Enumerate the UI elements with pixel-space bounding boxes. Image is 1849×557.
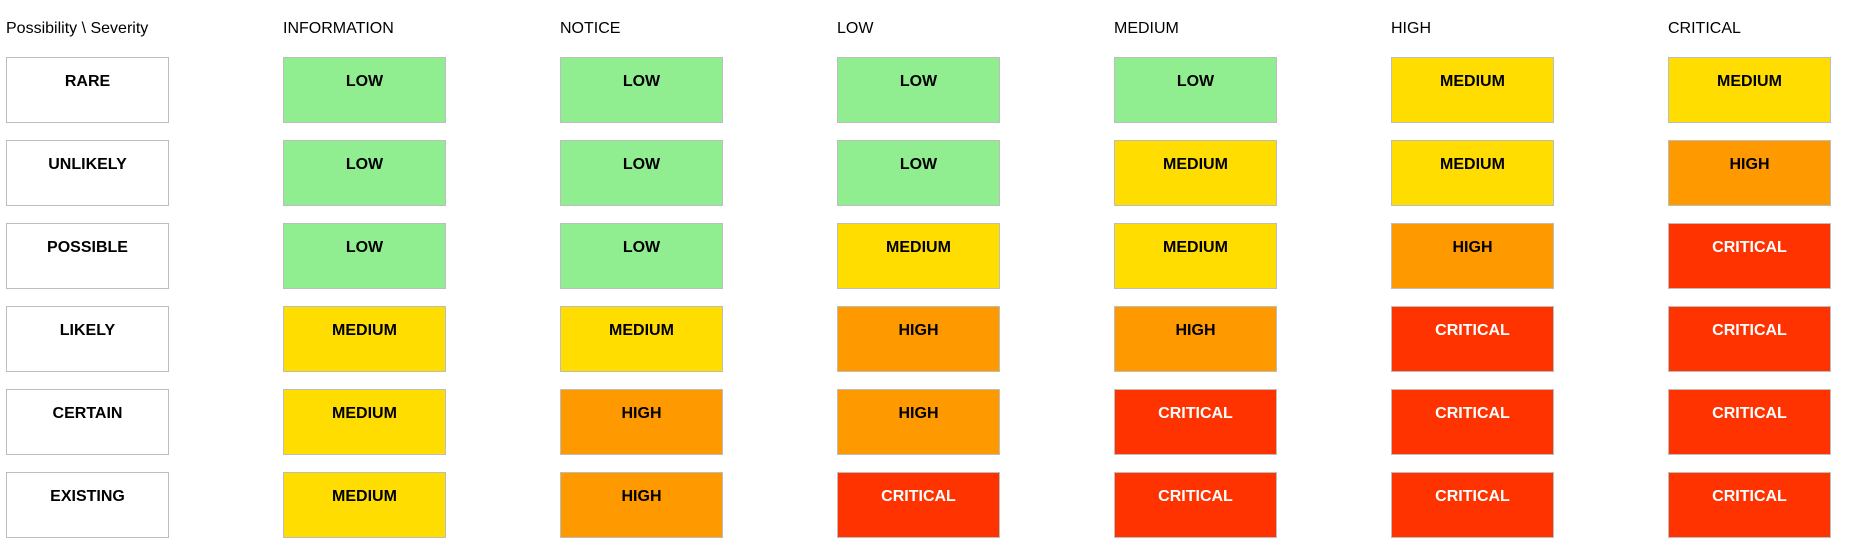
risk-cell-rare-critical: MEDIUM (1668, 57, 1831, 123)
risk-cell-likely-critical: CRITICAL (1668, 306, 1831, 372)
row-label-likely: LIKELY (6, 306, 169, 372)
column-header-high: HIGH (1391, 20, 1431, 37)
risk-cell-certain-high: CRITICAL (1391, 389, 1554, 455)
risk-cell-existing-notice: HIGH (560, 472, 723, 538)
column-header-information: INFORMATION (283, 20, 394, 37)
risk-cell-possible-notice: LOW (560, 223, 723, 289)
column-header-low: LOW (837, 20, 874, 37)
row-label-certain: CERTAIN (6, 389, 169, 455)
risk-cell-possible-medium: MEDIUM (1114, 223, 1277, 289)
risk-cell-unlikely-low: LOW (837, 140, 1000, 206)
risk-cell-certain-notice: HIGH (560, 389, 723, 455)
risk-cell-rare-low: LOW (837, 57, 1000, 123)
risk-cell-existing-critical: CRITICAL (1668, 472, 1831, 538)
corner-label: Possibility \ Severity (6, 20, 149, 37)
risk-cell-existing-low: CRITICAL (837, 472, 1000, 538)
risk-cell-possible-critical: CRITICAL (1668, 223, 1831, 289)
risk-cell-rare-information: LOW (283, 57, 446, 123)
risk-cell-certain-information: MEDIUM (283, 389, 446, 455)
risk-cell-likely-high: CRITICAL (1391, 306, 1554, 372)
risk-cell-unlikely-high: MEDIUM (1391, 140, 1554, 206)
risk-cell-certain-low: HIGH (837, 389, 1000, 455)
risk-cell-likely-low: HIGH (837, 306, 1000, 372)
row-label-possible: POSSIBLE (6, 223, 169, 289)
row-label-rare: RARE (6, 57, 169, 123)
risk-cell-unlikely-information: LOW (283, 140, 446, 206)
column-header-notice: NOTICE (560, 20, 621, 37)
risk-cell-certain-critical: CRITICAL (1668, 389, 1831, 455)
risk-cell-certain-medium: CRITICAL (1114, 389, 1277, 455)
row-label-unlikely: UNLIKELY (6, 140, 169, 206)
risk-cell-rare-high: MEDIUM (1391, 57, 1554, 123)
risk-cell-existing-information: MEDIUM (283, 472, 446, 538)
matrix-header-row: Possibility \ Severity INFORMATION NOTICE… (6, 20, 1846, 40)
risk-cell-possible-high: HIGH (1391, 223, 1554, 289)
risk-cell-likely-notice: MEDIUM (560, 306, 723, 372)
column-header-critical: CRITICAL (1668, 20, 1741, 37)
risk-cell-existing-high: CRITICAL (1391, 472, 1554, 538)
risk-cell-unlikely-notice: LOW (560, 140, 723, 206)
row-label-existing: EXISTING (6, 472, 169, 538)
risk-cell-rare-medium: LOW (1114, 57, 1277, 123)
risk-cell-rare-notice: LOW (560, 57, 723, 123)
risk-cell-possible-low: MEDIUM (837, 223, 1000, 289)
risk-cell-likely-medium: HIGH (1114, 306, 1277, 372)
risk-cell-unlikely-critical: HIGH (1668, 140, 1831, 206)
risk-cell-likely-information: MEDIUM (283, 306, 446, 372)
risk-cell-possible-information: LOW (283, 223, 446, 289)
risk-cell-unlikely-medium: MEDIUM (1114, 140, 1277, 206)
risk-cell-existing-medium: CRITICAL (1114, 472, 1277, 538)
column-header-medium: MEDIUM (1114, 20, 1179, 37)
